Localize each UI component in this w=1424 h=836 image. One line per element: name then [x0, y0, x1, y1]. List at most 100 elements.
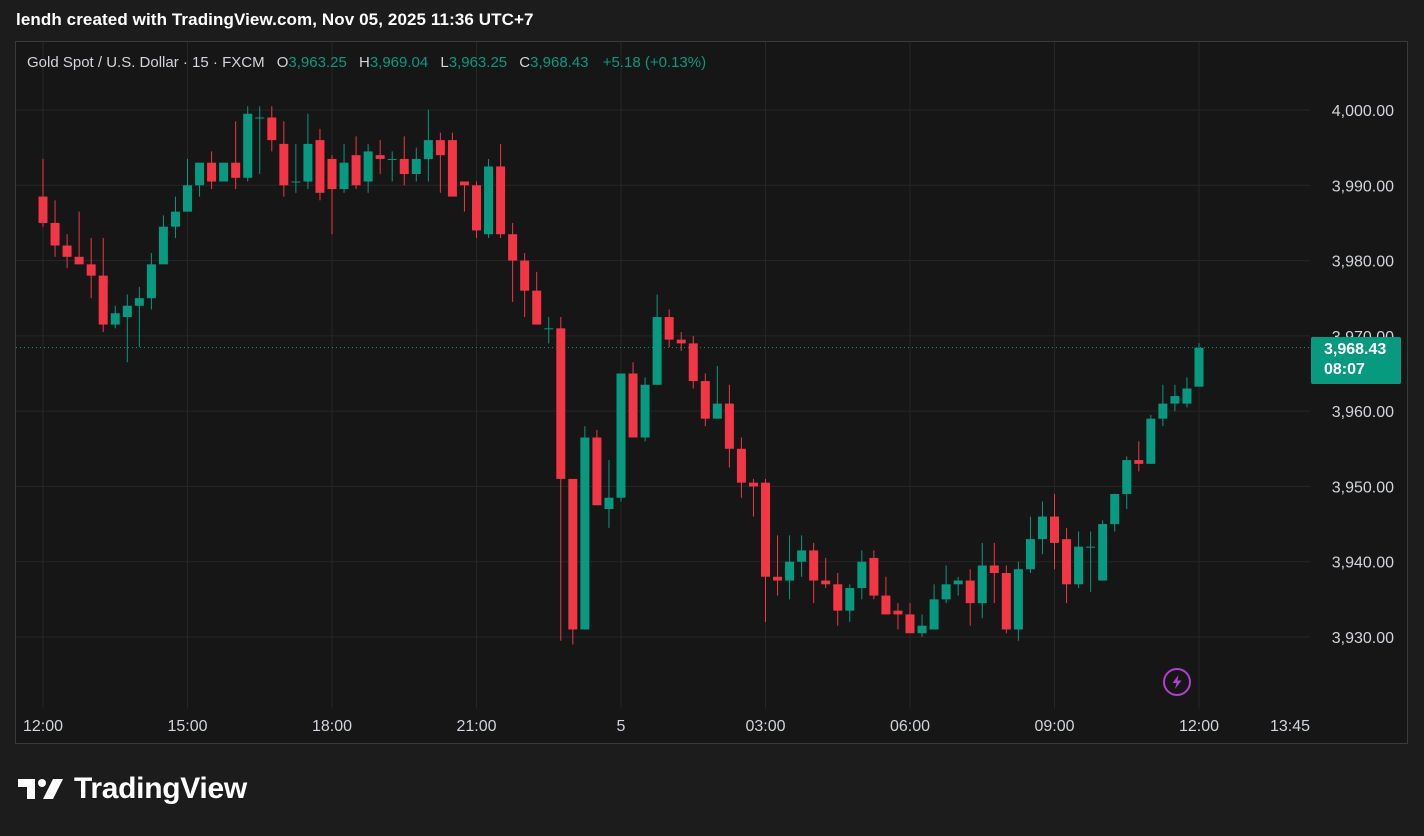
candle[interactable]: [351, 136, 361, 190]
candle[interactable]: [243, 106, 253, 182]
candle[interactable]: [845, 584, 855, 622]
candle[interactable]: [303, 113, 313, 190]
candle[interactable]: [736, 437, 746, 498]
candle[interactable]: [195, 162, 205, 197]
bolt-icon[interactable]: [1163, 668, 1191, 696]
candle[interactable]: [219, 162, 229, 182]
candle[interactable]: [1170, 384, 1180, 412]
candle[interactable]: [1182, 377, 1192, 408]
candle[interactable]: [965, 569, 975, 626]
candle[interactable]: [158, 215, 168, 265]
candle[interactable]: [447, 132, 457, 197]
candle[interactable]: [183, 158, 192, 212]
candle[interactable]: [484, 158, 494, 238]
candle[interactable]: [905, 603, 915, 634]
candle[interactable]: [110, 305, 120, 329]
candle[interactable]: [1122, 456, 1132, 510]
candle[interactable]: [1158, 384, 1168, 427]
candle[interactable]: [134, 286, 144, 348]
candle[interactable]: [207, 151, 217, 190]
candle[interactable]: [315, 128, 325, 201]
candle[interactable]: [435, 132, 445, 193]
candle[interactable]: [544, 317, 554, 344]
candle[interactable]: [1074, 531, 1084, 589]
candle[interactable]: [170, 196, 180, 238]
candle[interactable]: [712, 365, 722, 419]
candle[interactable]: [809, 542, 819, 604]
candle[interactable]: [74, 211, 84, 265]
candle[interactable]: [592, 429, 602, 506]
candle[interactable]: [676, 332, 686, 351]
candle[interactable]: [652, 294, 662, 385]
candle[interactable]: [893, 603, 903, 630]
candle[interactable]: [869, 550, 879, 600]
candle[interactable]: [556, 317, 566, 641]
candle[interactable]: [1062, 527, 1072, 604]
candle[interactable]: [568, 478, 578, 645]
candle[interactable]: [953, 576, 963, 596]
candle[interactable]: [1086, 531, 1096, 592]
candle[interactable]: [724, 384, 734, 468]
candle[interactable]: [508, 222, 518, 302]
candle[interactable]: [941, 565, 951, 604]
candle[interactable]: [146, 253, 156, 310]
symbol-legend[interactable]: Gold Spot / U.S. Dollar · 15 · FXCM O3,9…: [27, 54, 706, 71]
candle[interactable]: [580, 426, 590, 630]
candle[interactable]: [857, 550, 867, 600]
candle[interactable]: [664, 309, 674, 348]
candle[interactable]: [520, 253, 530, 318]
candle[interactable]: [616, 373, 626, 502]
candle[interactable]: [640, 377, 650, 442]
candle[interactable]: [38, 158, 48, 227]
candle[interactable]: [797, 535, 807, 577]
candle[interactable]: [1098, 520, 1108, 581]
candle[interactable]: [532, 271, 542, 325]
candle[interactable]: [785, 535, 795, 600]
candle[interactable]: [339, 143, 349, 193]
candle[interactable]: [881, 576, 891, 615]
candle[interactable]: [1110, 493, 1120, 532]
candle[interactable]: [122, 294, 132, 363]
candle[interactable]: [62, 234, 72, 269]
symbol-name[interactable]: Gold Spot / U.S. Dollar · 15 · FXCM: [27, 54, 265, 71]
candle[interactable]: [700, 373, 710, 427]
candle[interactable]: [1146, 414, 1156, 464]
candle[interactable]: [977, 542, 987, 619]
candle[interactable]: [375, 140, 385, 174]
tradingview-logo[interactable]: TradingView: [18, 772, 247, 806]
candle[interactable]: [1134, 441, 1144, 472]
candle[interactable]: [279, 121, 289, 197]
candle[interactable]: [267, 106, 277, 152]
candle[interactable]: [496, 143, 506, 238]
candle[interactable]: [399, 136, 409, 186]
candle[interactable]: [1013, 561, 1023, 641]
candle[interactable]: [833, 573, 843, 626]
candle[interactable]: [363, 143, 373, 193]
candle[interactable]: [773, 535, 783, 596]
candle[interactable]: [1001, 565, 1011, 634]
candle[interactable]: [459, 181, 469, 212]
candle[interactable]: [628, 362, 638, 438]
candle[interactable]: [327, 155, 337, 235]
candle[interactable]: [917, 614, 927, 637]
candle[interactable]: [748, 478, 758, 517]
candle[interactable]: [989, 542, 999, 604]
candle[interactable]: [1037, 501, 1047, 555]
candle[interactable]: [411, 147, 421, 182]
candle[interactable]: [821, 557, 831, 589]
candle[interactable]: [472, 181, 481, 238]
candle[interactable]: [604, 460, 614, 528]
candle[interactable]: [387, 151, 397, 182]
candle[interactable]: [50, 200, 60, 257]
candle[interactable]: [688, 335, 698, 389]
candle[interactable]: [231, 121, 241, 190]
candle[interactable]: [1025, 516, 1035, 574]
candle[interactable]: [86, 237, 96, 299]
candle[interactable]: [929, 584, 939, 630]
candle[interactable]: [1050, 493, 1059, 570]
candle[interactable]: [761, 478, 770, 622]
candle[interactable]: [98, 237, 108, 333]
candle[interactable]: [423, 110, 433, 182]
candle[interactable]: [255, 106, 265, 174]
